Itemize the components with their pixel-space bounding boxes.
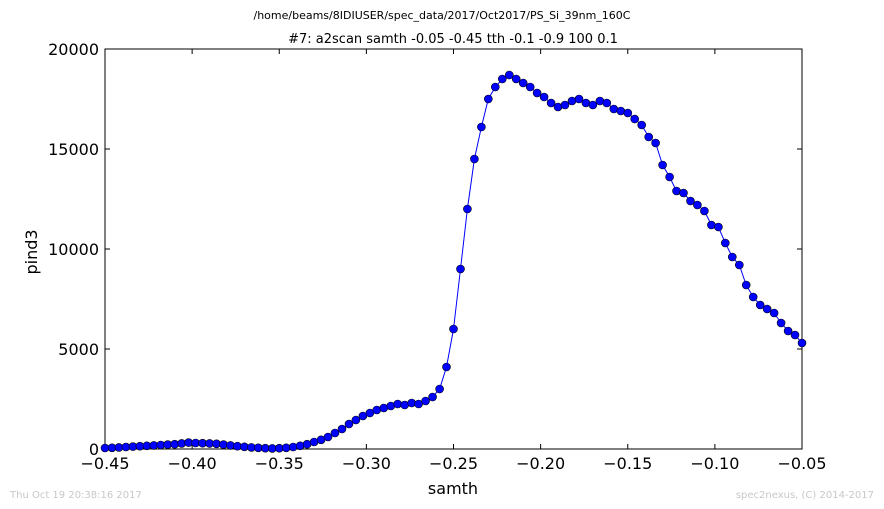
x-tick-label: −0.35 xyxy=(255,454,304,473)
x-tick-label: −0.05 xyxy=(777,454,826,473)
data-point xyxy=(700,206,709,216)
data-point xyxy=(665,172,674,182)
data-point xyxy=(727,252,737,262)
data-point xyxy=(532,88,542,98)
y-tick-label: 20000 xyxy=(48,40,99,59)
data-point xyxy=(602,98,612,108)
data-point xyxy=(651,138,660,148)
data-point xyxy=(490,82,500,92)
footer-timestamp: Thu Oct 19 20:38:16 2017 xyxy=(9,490,142,501)
data-point xyxy=(644,132,654,142)
data-point xyxy=(755,300,765,310)
data-point xyxy=(720,238,730,248)
x-tick-label: −0.45 xyxy=(80,454,129,473)
data-point xyxy=(442,362,451,372)
data-point xyxy=(776,318,786,328)
data-point xyxy=(497,74,507,84)
footer-credit: spec2nexus, (C) 2014-2017 xyxy=(736,490,874,501)
data-point xyxy=(518,78,528,88)
data-point xyxy=(470,154,479,164)
data-point xyxy=(748,292,758,302)
data-point xyxy=(769,308,779,318)
data-point xyxy=(477,122,486,132)
x-tick-label: −0.20 xyxy=(516,454,565,473)
y-axis-label: pind3 xyxy=(22,229,41,274)
y-tick-label: 10000 xyxy=(48,240,99,259)
tick-labels: −0.45 −0.40 −0.35 −0.30 −0.25 −0.20 −0.15 −0.10… xyxy=(48,40,826,473)
axis-ticks xyxy=(104,48,803,450)
data-point xyxy=(539,92,549,102)
chart-title: #7: a2scan samth -0.05 -0.45 tth -0.1 -0… xyxy=(288,32,618,47)
data-point xyxy=(762,304,772,314)
data-point xyxy=(323,432,333,442)
data-point xyxy=(428,392,437,402)
data-point xyxy=(630,114,640,124)
data-point xyxy=(449,324,458,334)
data-point xyxy=(560,100,570,110)
data-point xyxy=(525,82,535,92)
data-point xyxy=(330,428,340,438)
data-point xyxy=(658,160,667,170)
x-tick-label: −0.30 xyxy=(342,454,391,473)
x-tick-label: −0.40 xyxy=(168,454,217,473)
x-tick-label: −0.25 xyxy=(429,454,478,473)
data-point xyxy=(714,222,723,232)
data-point xyxy=(741,280,751,290)
data-point xyxy=(783,326,793,336)
data-point xyxy=(637,120,647,130)
data-point xyxy=(734,260,744,270)
y-tick-label: 5000 xyxy=(58,340,99,359)
data-point xyxy=(337,424,347,434)
data-point xyxy=(679,188,688,198)
data-point xyxy=(504,70,514,80)
data-point xyxy=(344,419,354,429)
data-point xyxy=(288,442,298,452)
y-tick-label: 0 xyxy=(89,440,99,459)
data-point xyxy=(790,330,800,340)
data-point xyxy=(546,98,556,108)
data-point xyxy=(421,396,430,406)
plot-area xyxy=(104,48,803,450)
y-tick-label: 15000 xyxy=(48,140,99,159)
figure-suptitle: /home/beams/8IDIUSER/spec_data/2017/Oct2… xyxy=(254,9,631,22)
data-point xyxy=(456,264,465,274)
x-tick-label: −0.15 xyxy=(603,454,652,473)
data-point xyxy=(351,415,361,425)
x-tick-label: −0.10 xyxy=(690,454,739,473)
data-point xyxy=(463,204,472,214)
x-axis-label: samth xyxy=(428,479,478,498)
data-point xyxy=(511,74,521,84)
data-point xyxy=(623,108,633,118)
data-point xyxy=(686,196,695,206)
data-point xyxy=(574,94,584,104)
data-point xyxy=(435,384,444,394)
data-point xyxy=(797,338,807,348)
series-plot xyxy=(100,70,807,453)
data-point xyxy=(693,200,702,210)
data-point xyxy=(483,94,493,104)
data-point xyxy=(588,100,598,110)
data-point xyxy=(393,399,403,409)
